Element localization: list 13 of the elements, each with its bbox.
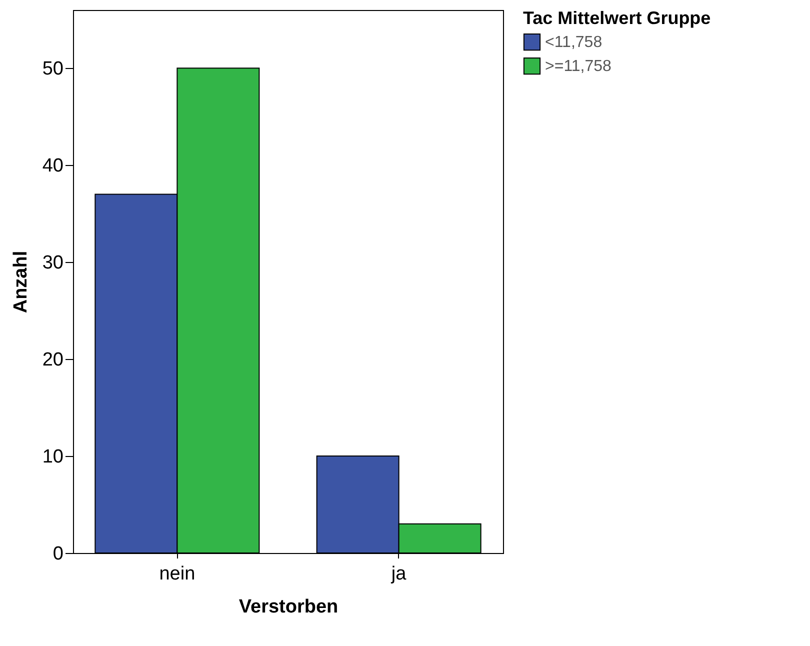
y-axis-title: Anzahl [10,250,32,314]
legend-label: >=11,758 [545,58,612,75]
y-tick-label: 40 [42,156,64,177]
y-tick-label: 30 [42,252,64,274]
x-axis-title: Verstorben [238,596,338,618]
y-tick-label: 50 [42,58,64,80]
legend-title: Tac Mittelwert Gruppe [523,8,711,28]
legend-label: <11,758 [545,34,602,51]
y-tick-label: 20 [42,350,64,371]
y-tick-label: 10 [42,446,64,468]
x-tick-label: nein [159,564,196,584]
x-tick-label: ja [390,564,407,584]
y-tick-label: 0 [52,544,64,564]
